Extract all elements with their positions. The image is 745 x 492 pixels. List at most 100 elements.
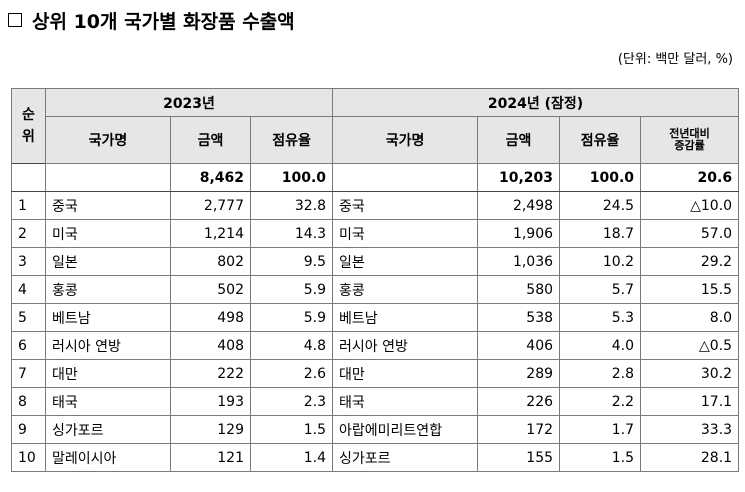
page-title: 상위 10개 국가별 화장품 수출액 — [8, 6, 295, 34]
change-cell: 33.3 — [640, 415, 740, 444]
table-row: 10 말레이시아 121 1.4 싱가포르 155 1.5 28.1 — [11, 443, 740, 472]
share-2024-cell: 1.7 — [559, 415, 642, 444]
total-amount-2024: 10,203 — [477, 163, 561, 192]
total-amount-2023: 8,462 — [170, 163, 251, 192]
country-header-2023: 국가명 — [45, 116, 171, 164]
amount-2024-cell: 580 — [477, 275, 561, 304]
share-2023-cell: 2.6 — [249, 359, 334, 388]
amount-2024-cell: 406 — [477, 331, 561, 360]
amount-2024-cell: 1,036 — [477, 247, 561, 276]
rank-cell: 3 — [11, 247, 46, 276]
share-2024-cell: 10.2 — [559, 247, 642, 276]
change-cell: 57.0 — [640, 219, 740, 248]
table-row: 6 러시아 연방 408 4.8 러시아 연방 406 4.0 △0.5 — [11, 331, 740, 360]
country-2024-cell: 미국 — [332, 219, 479, 248]
share-2024-cell: 2.2 — [559, 387, 642, 416]
country-2023-cell: 중국 — [45, 191, 171, 220]
rank-header: 순 위 — [11, 88, 46, 164]
country-2023-cell: 대만 — [45, 359, 171, 388]
amount-2023-cell: 502 — [170, 275, 251, 304]
country-2023-cell: 태국 — [45, 387, 171, 416]
year-2024-header: 2024년 (잠정) — [332, 88, 740, 117]
country-2023-cell: 일본 — [45, 247, 171, 276]
amount-2024-cell: 172 — [477, 415, 561, 444]
export-table: 순 위 2023년 2024년 (잠정) 국가명 금액 점유율 국가명 금액 점… — [11, 88, 740, 472]
change-cell: 8.0 — [640, 303, 740, 332]
total-rank-blank — [11, 163, 46, 192]
share-2023-cell: 5.9 — [249, 275, 334, 304]
country-2023-cell: 말레이시아 — [45, 443, 171, 472]
change-header: 전년대비 증감률 — [640, 116, 740, 164]
amount-2023-cell: 802 — [170, 247, 251, 276]
share-header-2023: 점유율 — [249, 116, 334, 164]
change-cell: 30.2 — [640, 359, 740, 388]
total-share-2024: 100.0 — [559, 163, 642, 192]
share-2024-cell: 2.8 — [559, 359, 642, 388]
table-row: 2 미국 1,214 14.3 미국 1,906 18.7 57.0 — [11, 219, 740, 248]
amount-2023-cell: 222 — [170, 359, 251, 388]
share-2024-cell: 24.5 — [559, 191, 642, 220]
table-row: 7 대만 222 2.6 대만 289 2.8 30.2 — [11, 359, 740, 388]
share-2024-cell: 5.3 — [559, 303, 642, 332]
country-2023-cell: 홍콩 — [45, 275, 171, 304]
total-row: 8,462 100.0 10,203 100.0 20.6 — [11, 163, 740, 192]
country-2023-cell: 베트남 — [45, 303, 171, 332]
amount-2024-cell: 2,498 — [477, 191, 561, 220]
amount-header-2023: 금액 — [170, 116, 251, 164]
total-share-2023: 100.0 — [249, 163, 334, 192]
rank-header-top: 순 — [22, 107, 35, 123]
country-2024-cell: 아랍에미리트연합 — [332, 415, 479, 444]
change-header-line2: 증감률 — [674, 138, 705, 152]
amount-2023-cell: 193 — [170, 387, 251, 416]
total-country-blank-2024 — [332, 163, 479, 192]
change-cell: 17.1 — [640, 387, 740, 416]
table-row: 1 중국 2,777 32.8 중국 2,498 24.5 △10.0 — [11, 191, 740, 220]
change-cell: 28.1 — [640, 443, 740, 472]
country-2023-cell: 싱가포르 — [45, 415, 171, 444]
unit-note: (단위: 백만 달러, %) — [617, 52, 733, 67]
share-2023-cell: 32.8 — [249, 191, 334, 220]
share-2023-cell: 5.9 — [249, 303, 334, 332]
change-cell: 15.5 — [640, 275, 740, 304]
amount-header-2024: 금액 — [477, 116, 561, 164]
country-2024-cell: 태국 — [332, 387, 479, 416]
rank-cell: 1 — [11, 191, 46, 220]
table-row: 3 일본 802 9.5 일본 1,036 10.2 29.2 — [11, 247, 740, 276]
country-2024-cell: 홍콩 — [332, 275, 479, 304]
amount-2024-cell: 155 — [477, 443, 561, 472]
rank-cell: 5 — [11, 303, 46, 332]
country-2023-cell: 러시아 연방 — [45, 331, 171, 360]
title-text: 상위 10개 국가별 화장품 수출액 — [32, 10, 295, 33]
country-2024-cell: 대만 — [332, 359, 479, 388]
rank-cell: 10 — [11, 443, 46, 472]
rank-cell: 4 — [11, 275, 46, 304]
amount-2024-cell: 1,906 — [477, 219, 561, 248]
total-change: 20.6 — [640, 163, 740, 192]
share-2024-cell: 5.7 — [559, 275, 642, 304]
change-header-text: 전년대비 증감률 — [669, 126, 710, 152]
amount-2023-cell: 2,777 — [170, 191, 251, 220]
change-header-line1: 전년대비 — [669, 126, 710, 140]
country-2023-cell: 미국 — [45, 219, 171, 248]
country-2024-cell: 싱가포르 — [332, 443, 479, 472]
amount-2023-cell: 498 — [170, 303, 251, 332]
share-2024-cell: 1.5 — [559, 443, 642, 472]
rank-cell: 9 — [11, 415, 46, 444]
amount-2023-cell: 408 — [170, 331, 251, 360]
table-row: 5 베트남 498 5.9 베트남 538 5.3 8.0 — [11, 303, 740, 332]
share-2023-cell: 14.3 — [249, 219, 334, 248]
country-2024-cell: 중국 — [332, 191, 479, 220]
share-header-2024: 점유율 — [559, 116, 642, 164]
header-year-row: 순 위 2023년 2024년 (잠정) — [11, 88, 740, 164]
share-2024-cell: 18.7 — [559, 219, 642, 248]
amount-2023-cell: 121 — [170, 443, 251, 472]
rank-cell: 2 — [11, 219, 46, 248]
country-2024-cell: 러시아 연방 — [332, 331, 479, 360]
rank-cell: 7 — [11, 359, 46, 388]
change-cell: △0.5 — [640, 331, 740, 360]
amount-2024-cell: 289 — [477, 359, 561, 388]
country-2024-cell: 일본 — [332, 247, 479, 276]
table-row: 9 싱가포르 129 1.5 아랍에미리트연합 172 1.7 33.3 — [11, 415, 740, 444]
amount-2024-cell: 538 — [477, 303, 561, 332]
share-2024-cell: 4.0 — [559, 331, 642, 360]
